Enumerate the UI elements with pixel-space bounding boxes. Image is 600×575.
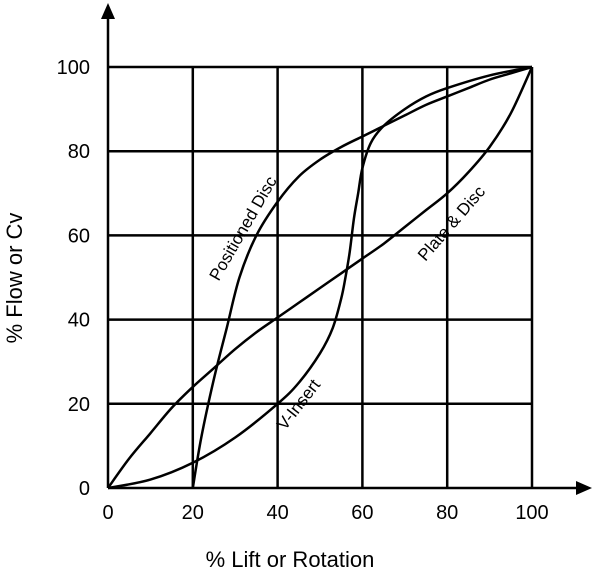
series-line-positioned-disc	[191, 65, 533, 489]
series-label-plate-disc: Plate & Disc	[414, 182, 489, 265]
x-tick-label: 20	[182, 502, 204, 524]
y-tick-label: 40	[68, 310, 90, 332]
y-tick-label: 20	[68, 394, 90, 416]
y-axis-title: % Flow or Cv	[2, 213, 27, 344]
y-tick-label: 60	[68, 225, 90, 247]
series	[106, 65, 534, 490]
x-tick-label: 80	[436, 502, 458, 524]
grid	[108, 65, 534, 488]
tick-labels: 0 20 40 60 80 100 0 20 40 60 80 100	[57, 57, 549, 524]
x-axis-arrow	[576, 481, 592, 495]
x-axis-title: % Lift or Rotation	[206, 547, 375, 572]
y-tick-label: 80	[68, 141, 90, 163]
x-tick-label: 100	[515, 502, 548, 524]
x-tick-label: 40	[266, 502, 288, 524]
series-line-v-insert	[107, 65, 533, 490]
y-tick-label: 100	[57, 57, 90, 79]
x-tick-label: 60	[351, 502, 373, 524]
axes	[101, 3, 592, 495]
series-line-plate-disc	[106, 66, 534, 489]
y-tick-label: 0	[79, 478, 90, 500]
x-tick-label: 0	[102, 502, 113, 524]
y-axis-arrow	[101, 3, 115, 19]
